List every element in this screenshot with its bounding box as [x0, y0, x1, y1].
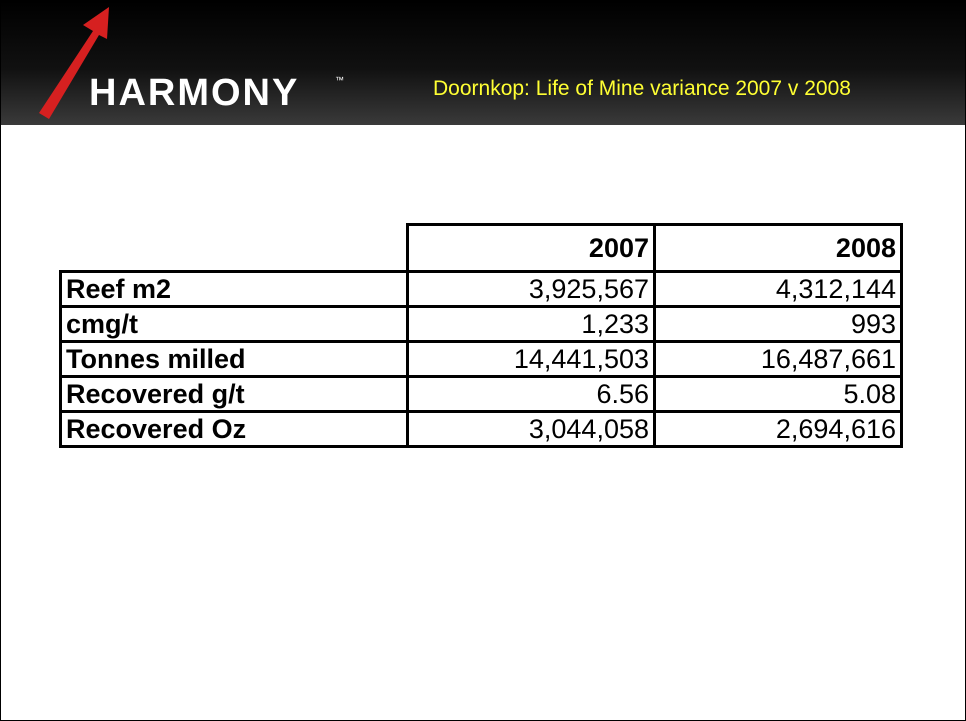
logo-arrow — [39, 7, 109, 119]
data-table: 2007 2008 Reef m2 3,925,567 4,312,144 cmg/t 1,… — [59, 223, 903, 448]
logo: HARMONY ™ — [39, 7, 344, 119]
cell-value: 14,441,503 — [406, 340, 656, 378]
table-row: Tonnes milled 14,441,503 16,487,661 — [59, 340, 903, 378]
row-label: cmg/t — [59, 305, 409, 343]
row-label: Recovered g/t — [59, 375, 409, 413]
row-label: Reef m2 — [59, 270, 409, 308]
logo-trademark: ™ — [335, 75, 344, 85]
slide-title: Doornkop: Life of Mine variance 2007 v 2… — [433, 77, 851, 100]
table-row: Recovered g/t 6.56 5.08 — [59, 375, 903, 413]
cell-value: 6.56 — [406, 375, 656, 413]
cell-value: 1,233 — [406, 305, 656, 343]
column-header: 2008 — [653, 223, 903, 273]
cell-value: 3,044,058 — [406, 410, 656, 448]
cell-value: 5.08 — [653, 375, 903, 413]
table-body: 2007 2008 Reef m2 3,925,567 4,312,144 cmg/t 1,… — [59, 223, 903, 448]
table-row: Reef m2 3,925,567 4,312,144 — [59, 270, 903, 308]
row-label: Tonnes milled — [59, 340, 409, 378]
cell-value: 993 — [653, 305, 903, 343]
cell-value: 2,694,616 — [653, 410, 903, 448]
row-label: Recovered Oz — [59, 410, 409, 448]
header-band — [1, 1, 965, 125]
table-row: Recovered Oz 3,044,058 2,694,616 — [59, 410, 903, 448]
logo-text: HARMONY — [89, 72, 299, 114]
header-row: 2007 2008 — [60, 223, 903, 273]
cell-value: 4,312,144 — [653, 270, 903, 308]
table-row: cmg/t 1,233 993 — [59, 305, 903, 343]
cell-value: 3,925,567 — [406, 270, 656, 308]
column-header: 2007 — [406, 223, 656, 273]
blank-cell — [60, 224, 408, 273]
cell-value: 16,487,661 — [653, 340, 903, 378]
